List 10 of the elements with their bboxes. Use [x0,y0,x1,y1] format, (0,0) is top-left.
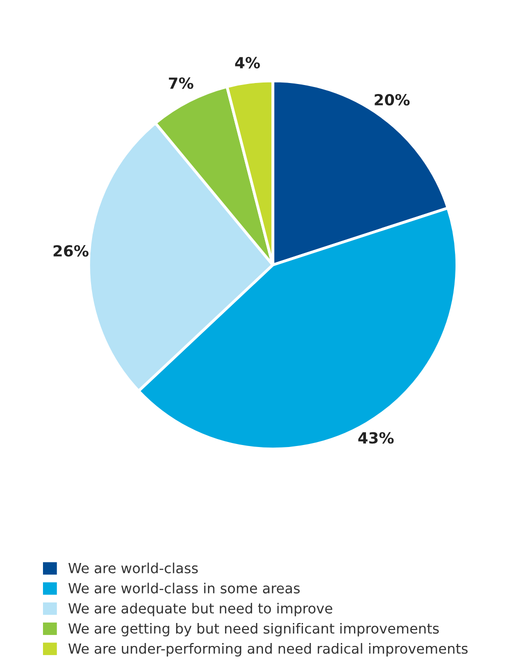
data-label: 20% [374,94,410,106]
legend-label: We are adequate but need to improve [68,602,332,616]
data-label: 7% [168,77,194,89]
legend-label: We are under-performing and need radical improvements [68,643,468,656]
legend-label: We are world-class [68,562,198,574]
data-label: 4% [235,56,260,68]
data-label: 43% [358,432,394,444]
legend-label: We are getting by but need significant improvements [68,622,439,636]
data-label: 26% [54,245,88,257]
legend-label: We are world-class in some areas [68,582,300,594]
